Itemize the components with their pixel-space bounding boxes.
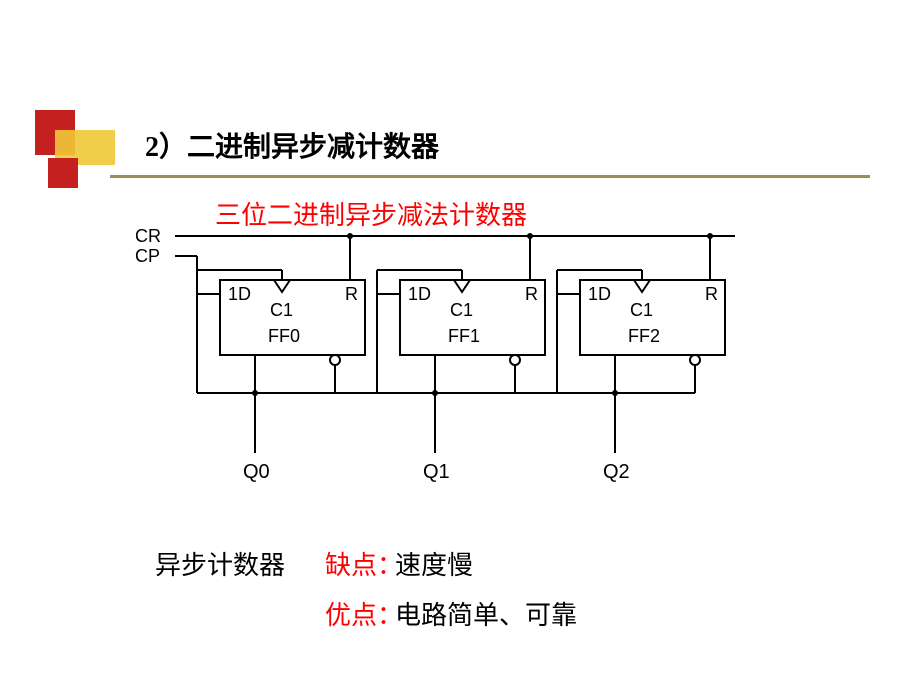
notes-subject: 异步计数器 xyxy=(155,545,285,582)
svg-text:Q1: Q1 xyxy=(423,461,450,483)
svg-text:1D: 1D xyxy=(408,284,431,304)
pro-text: 电路简单、可靠 xyxy=(395,595,577,632)
svg-text:FF2: FF2 xyxy=(628,326,660,346)
circuit-diagram: CRCP 1D R C1 FF0 Q0 1D R C1 FF1 Q1 1D R C1 FF2 Q2 xyxy=(135,228,785,503)
con-label: 缺点： xyxy=(325,545,403,582)
con-text: 速度慢 xyxy=(395,545,473,582)
title-separator xyxy=(110,175,870,178)
svg-text:1D: 1D xyxy=(228,284,251,304)
svg-text:FF1: FF1 xyxy=(448,326,480,346)
svg-text:R: R xyxy=(705,284,718,304)
svg-text:FF0: FF0 xyxy=(268,326,300,346)
pro-label: 优点： xyxy=(325,595,403,632)
diagram-subtitle: 三位二进制异步减法计数器 xyxy=(215,195,527,232)
svg-text:C1: C1 xyxy=(270,300,293,320)
svg-text:Q2: Q2 xyxy=(603,461,630,483)
svg-text:1D: 1D xyxy=(588,284,611,304)
svg-text:CP: CP xyxy=(135,246,160,266)
svg-text:CR: CR xyxy=(135,228,161,246)
slide-title: 2）二进制异步减计数器 xyxy=(145,125,439,165)
svg-text:C1: C1 xyxy=(630,300,653,320)
svg-text:C1: C1 xyxy=(450,300,473,320)
svg-text:Q0: Q0 xyxy=(243,461,270,483)
svg-text:R: R xyxy=(345,284,358,304)
svg-text:R: R xyxy=(525,284,538,304)
deco-block xyxy=(48,158,78,188)
